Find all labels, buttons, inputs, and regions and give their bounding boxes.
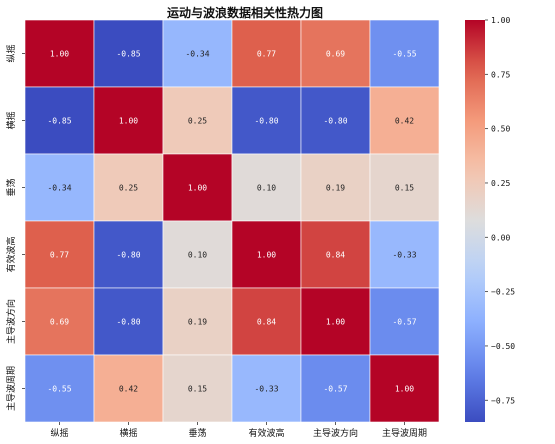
y-tick-label: 纵摇 [5, 44, 17, 62]
cell-value-label: -0.57 [392, 318, 416, 327]
y-tick-label: 横摇 [5, 111, 17, 129]
cell-value-label: 0.10 [188, 251, 207, 260]
cell-value-label: 1.00 [119, 117, 138, 126]
cell-value-label: -0.34 [185, 50, 209, 59]
x-tick-label: 有效波高 [248, 427, 284, 439]
cell-value-label: 0.15 [395, 184, 414, 193]
colorbar-tick-label: 0.00 [491, 233, 510, 242]
y-tick-label: 主导波周期 [5, 366, 17, 411]
heatmap-cell [93, 153, 164, 222]
cell-value-label: 0.69 [50, 318, 69, 327]
heatmap-cell [369, 86, 440, 155]
colorbar-tick-label: 0.50 [491, 125, 510, 134]
heatmap-cell [300, 287, 371, 356]
colorbar-tick-label: 0.75 [491, 70, 510, 79]
cell-value-label: 0.10 [257, 184, 276, 193]
cell-value-label: 1.00 [326, 318, 345, 327]
colorbar-tick-label: 1.00 [491, 16, 510, 25]
cell-value-label: 0.19 [326, 184, 345, 193]
heatmap-cell [93, 86, 164, 155]
colorbar: 1.00 0.75 0.50 0.25 0.00 −0.25 −0.50 −0.75 [465, 16, 515, 422]
heatmap-cell [369, 153, 440, 222]
y-tick-label: 垂荡 [5, 178, 17, 196]
heatmap-cell [231, 86, 302, 155]
cell-value-label: -0.80 [323, 117, 347, 126]
y-tick-label: 有效波高 [5, 236, 17, 272]
x-tick-label: 主导波周期 [382, 427, 427, 439]
cell-value-label: -0.55 [47, 385, 71, 394]
heatmap-cell [369, 220, 440, 289]
heatmap-cell [300, 354, 371, 423]
heatmap-cell [24, 19, 95, 88]
cell-value-label: 0.42 [395, 117, 414, 126]
heatmap-cell [162, 287, 233, 356]
cell-value-label: 1.00 [395, 385, 414, 394]
cell-value-label: 0.19 [188, 318, 207, 327]
cell-value-label: -0.80 [116, 251, 140, 260]
colorbar-gradient [465, 20, 485, 422]
heatmap-cell [162, 19, 233, 88]
heatmap-cell [369, 19, 440, 88]
heatmap-cell [231, 19, 302, 88]
colorbar-tick-label: −0.75 [491, 396, 515, 405]
cell-value-label: 0.25 [119, 184, 138, 193]
heatmap-cell [24, 153, 95, 222]
cell-value-label: -0.85 [116, 50, 140, 59]
cell-value-label: -0.55 [392, 50, 416, 59]
heatmap-cell [369, 287, 440, 356]
heatmap-cell [231, 287, 302, 356]
y-tick-label: 主导波方向 [5, 299, 17, 344]
x-tick-labels: 纵摇 横摇 垂荡 有效波高 主导波方向 主导波周期 [50, 422, 427, 439]
cell-value-label: -0.80 [254, 117, 278, 126]
heatmap-cell [93, 19, 164, 88]
heatmap-cell [24, 220, 95, 289]
cell-value-label: 0.77 [257, 50, 276, 59]
heatmap-cell [231, 220, 302, 289]
heatmap-cell [231, 153, 302, 222]
cell-value-label: 1.00 [188, 184, 207, 193]
cell-value-label: -0.33 [392, 251, 416, 260]
cell-value-label: -0.34 [47, 184, 71, 193]
colorbar-tick-label: −0.25 [491, 288, 515, 297]
cell-value-label: -0.85 [47, 117, 71, 126]
x-tick-label: 主导波方向 [313, 427, 358, 439]
cell-value-label: 0.25 [188, 117, 207, 126]
heatmap-cell [300, 153, 371, 222]
heatmap-cell [162, 153, 233, 222]
cell-value-label: -0.57 [323, 385, 347, 394]
cell-value-label: 0.42 [119, 385, 138, 394]
cell-value-label: 1.00 [257, 251, 276, 260]
heatmap-cell [24, 287, 95, 356]
cell-value-label: 0.77 [50, 251, 69, 260]
x-tick-label: 垂荡 [188, 427, 206, 439]
x-tick-label: 纵摇 [50, 427, 68, 439]
cell-value-label: 0.69 [326, 50, 345, 59]
heatmap-cell [24, 354, 95, 423]
cell-value-label: 0.84 [326, 251, 345, 260]
colorbar-tick-label: 0.25 [491, 179, 510, 188]
x-tick-label: 横摇 [119, 427, 137, 439]
heatmap-cells: 1.00 -0.85 -0.34 0.77 0.69 -0.55 -0.85 1.00 0.25… [24, 19, 440, 423]
heatmap-cell [300, 220, 371, 289]
colorbar-tick-label: −0.50 [491, 342, 515, 351]
heatmap-cell [300, 19, 371, 88]
cell-value-label: -0.33 [254, 385, 278, 394]
cell-value-label: -0.80 [116, 318, 140, 327]
heatmap-cell [369, 354, 440, 423]
cell-value-label: 1.00 [50, 50, 69, 59]
cell-value-label: 0.15 [188, 385, 207, 394]
cell-value-label: 0.84 [257, 318, 276, 327]
heatmap-cell [93, 220, 164, 289]
heatmap-cell [162, 220, 233, 289]
chart-title: 运动与波浪数据相关性热力图 [167, 5, 323, 20]
